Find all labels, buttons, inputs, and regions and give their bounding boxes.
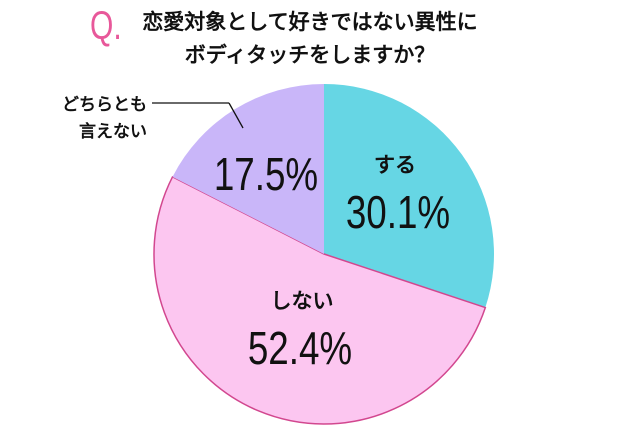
slice-label-suru: する bbox=[374, 153, 416, 177]
value-label-shinai: 52.4% bbox=[248, 322, 352, 374]
slice-dochira bbox=[172, 83, 324, 254]
slice-label-shinai: しない bbox=[271, 289, 334, 313]
title-line-1: 恋愛対象として好きではない異性に bbox=[142, 10, 478, 34]
leader-line bbox=[228, 102, 244, 129]
slice-suru bbox=[324, 84, 495, 308]
value-label-suru: 30.1% bbox=[346, 186, 450, 238]
title-line-2: ボディタッチをしますか？ bbox=[184, 43, 436, 67]
slice-label-dochira-line2: 言えない bbox=[79, 121, 147, 142]
chart-title: 恋愛対象として好きではない異性に ボディタッチをしますか？ bbox=[130, 6, 490, 72]
value-label-dochira: 17.5% bbox=[214, 148, 318, 200]
slice-shinai bbox=[153, 175, 487, 425]
question-mark: Q. bbox=[90, 4, 122, 48]
slice-label-dochira-line1: どちらとも bbox=[62, 95, 147, 115]
